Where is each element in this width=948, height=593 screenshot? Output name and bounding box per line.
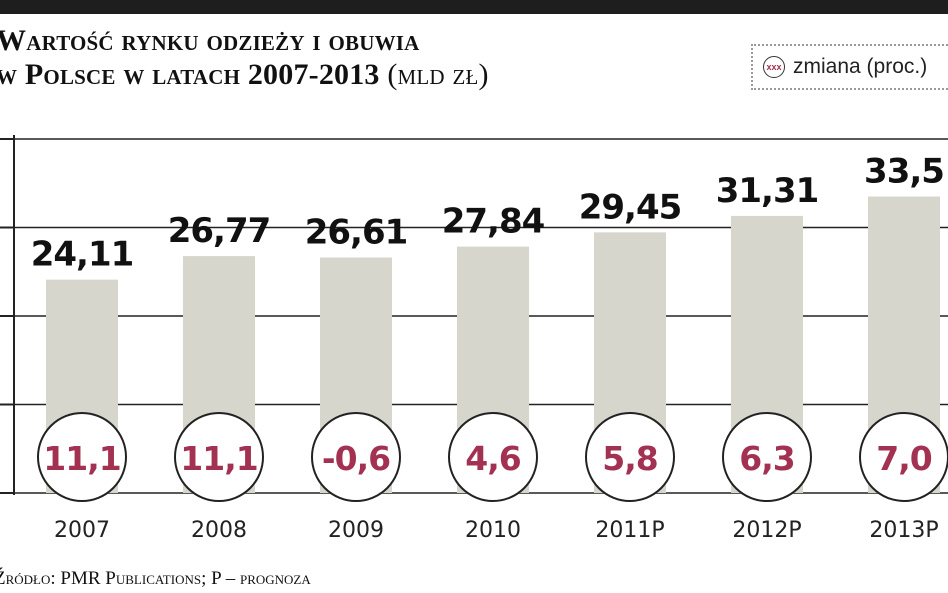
x-tick-label: 2009 xyxy=(328,518,384,543)
bar-value-label: 33,5 xyxy=(864,152,944,192)
change-label: 11,1 xyxy=(43,439,120,478)
chart-title: Wartość rynku odzieży i obuwia w Polsce … xyxy=(0,24,489,92)
chart-title-line2: w Polsce w latach 2007-2013 (mld zł) xyxy=(0,58,489,92)
change-circle xyxy=(585,412,675,502)
change-label: 6,3 xyxy=(739,439,794,478)
chart-title-unit: (mld zł) xyxy=(387,58,489,91)
x-tick-label: 2013P xyxy=(869,518,938,543)
change-label: 11,1 xyxy=(180,439,257,478)
x-tick-label: 2008 xyxy=(191,518,247,543)
change-circle xyxy=(859,412,948,502)
bar-value-label: 26,61 xyxy=(305,213,408,253)
change-label: 7,0 xyxy=(876,439,931,478)
chart-title-line2-text: w Polsce w latach 2007-2013 xyxy=(0,58,380,91)
legend-marker-icon: xxx xyxy=(763,56,785,78)
bar-value-label: 29,45 xyxy=(579,187,682,227)
change-label: -0,6 xyxy=(322,439,390,478)
change-circle xyxy=(722,412,812,502)
chart-title-line1: Wartość rynku odzieży i obuwia xyxy=(0,24,420,57)
bar-value-label: 26,77 xyxy=(168,211,271,251)
bar-value-label: 27,84 xyxy=(442,202,545,242)
change-circle xyxy=(37,412,127,502)
x-tick-label: 2007 xyxy=(54,518,110,543)
legend: xxx zmiana (proc.) xyxy=(751,44,948,90)
change-circle xyxy=(174,412,264,502)
x-tick-label: 2012P xyxy=(732,518,801,543)
change-circle xyxy=(311,412,401,502)
change-label: 5,8 xyxy=(602,439,657,478)
x-tick-label: 2011P xyxy=(595,518,664,543)
bar-value-label: 24,11 xyxy=(31,235,134,275)
change-circle xyxy=(448,412,538,502)
bar-value-label: 31,31 xyxy=(716,171,819,211)
change-label: 4,6 xyxy=(465,439,520,478)
top-bar xyxy=(0,0,948,14)
legend-label: zmiana (proc.) xyxy=(793,55,928,78)
x-tick-label: 2010 xyxy=(465,518,521,543)
source-note: Źródło: PMR Publications; P – prognoza xyxy=(0,568,311,589)
